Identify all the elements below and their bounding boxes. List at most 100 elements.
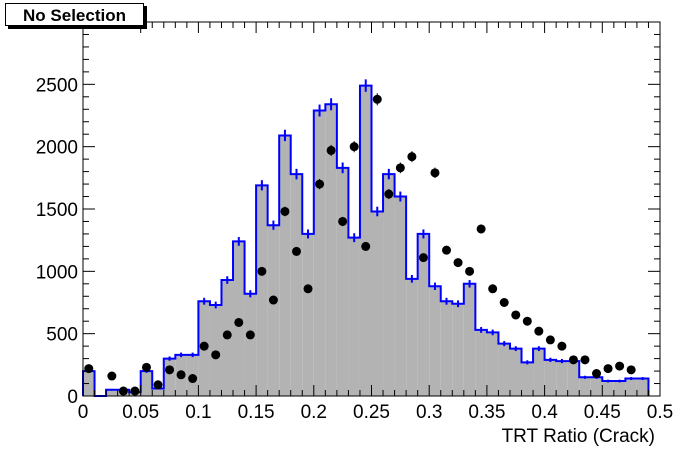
x-tick-label: 0.15 xyxy=(238,402,275,423)
histogram-bar xyxy=(383,174,395,396)
histogram-bar xyxy=(556,361,568,396)
data-point xyxy=(488,284,498,294)
data-point xyxy=(338,216,348,226)
data-point xyxy=(280,206,290,216)
data-point xyxy=(395,163,405,173)
x-tick-label: 0.35 xyxy=(468,402,505,423)
data-point xyxy=(315,179,325,189)
histogram-bar xyxy=(452,303,464,396)
x-tick-label: 0.2 xyxy=(301,402,327,423)
histogram-bar xyxy=(521,362,534,396)
histogram-bar xyxy=(544,359,557,396)
x-tick-label: 0.25 xyxy=(353,402,390,423)
data-point xyxy=(557,341,567,351)
data-point xyxy=(418,253,428,263)
histogram-bar xyxy=(140,371,153,396)
histogram-bar xyxy=(498,343,510,396)
histogram-bar xyxy=(463,283,476,396)
x-tick-label: 0.1 xyxy=(185,402,211,423)
data-point xyxy=(199,341,209,351)
y-tick-labels: 050010001500200025003000 xyxy=(36,13,78,408)
histogram-bar xyxy=(371,211,384,396)
y-tick-label: 1500 xyxy=(36,200,78,221)
data-point xyxy=(245,330,255,340)
histogram-bar xyxy=(359,85,372,396)
y-axis-ticks xyxy=(83,21,660,397)
y-tick-label: 2500 xyxy=(36,75,78,96)
histogram-bar xyxy=(244,293,257,396)
histogram-bar xyxy=(302,233,314,396)
data-point xyxy=(384,189,394,199)
y-tick-label: 0 xyxy=(67,387,78,408)
data-point xyxy=(130,386,140,396)
x-tick-labels: 0 0.05 0.1 0.15 0.2 0.25 0.3 0.35 0.4 0.45 0.5 xyxy=(78,402,674,423)
data-point xyxy=(453,258,463,268)
histogram-bar xyxy=(613,381,626,396)
histogram-bar xyxy=(325,104,337,396)
histogram-bar xyxy=(475,329,487,396)
data-point xyxy=(303,284,313,294)
data-point xyxy=(592,369,602,379)
histogram-bar xyxy=(290,174,303,396)
y-tick-label: 2000 xyxy=(36,138,78,159)
data-point xyxy=(580,355,590,365)
x-tick-label: 0.45 xyxy=(584,402,621,423)
data-point xyxy=(361,241,371,251)
x-tick-label: 0.5 xyxy=(647,402,673,423)
histogram-bar xyxy=(106,389,118,396)
x-axis-ticks xyxy=(82,22,661,396)
histogram-bar xyxy=(636,378,649,396)
histogram-bar xyxy=(509,348,522,396)
histogram-bar xyxy=(429,286,441,396)
data-point xyxy=(626,365,636,375)
histogram-bar xyxy=(313,110,326,396)
data-point xyxy=(107,371,117,381)
data-point xyxy=(291,246,301,256)
data-point xyxy=(603,364,613,374)
data-point xyxy=(118,386,128,396)
data-point xyxy=(268,295,278,305)
data-point xyxy=(442,245,452,255)
data-point xyxy=(222,330,232,340)
histogram-bar xyxy=(267,225,280,396)
data-point xyxy=(234,317,244,327)
histogram-bar xyxy=(406,278,418,396)
data-point xyxy=(211,350,221,360)
data-point xyxy=(188,374,198,384)
data-point xyxy=(326,145,336,155)
histogram-bar xyxy=(567,361,580,396)
data-point xyxy=(153,380,163,390)
data-points xyxy=(84,93,636,396)
x-tick-label: 0.05 xyxy=(122,402,159,423)
histogram-bar xyxy=(590,377,603,396)
y-tick-label: 1000 xyxy=(36,262,78,283)
mc-histogram xyxy=(82,84,650,397)
data-point xyxy=(349,142,359,152)
data-point xyxy=(84,364,94,374)
data-point xyxy=(141,362,151,372)
x-tick-label: 0.4 xyxy=(531,402,558,423)
data-point xyxy=(568,355,578,365)
stat-box-title: No Selection xyxy=(5,3,144,26)
data-point xyxy=(257,266,267,276)
histogram-bar xyxy=(533,348,545,396)
histogram-bar xyxy=(440,301,453,396)
data-point xyxy=(476,224,486,234)
data-point xyxy=(407,152,417,162)
histogram-bar xyxy=(256,185,268,396)
x-axis-title: TRT Ratio (Crack) xyxy=(502,426,655,447)
data-point xyxy=(545,335,555,345)
histogram-bar xyxy=(486,332,499,396)
histogram-bar xyxy=(336,167,349,396)
data-point xyxy=(615,361,625,371)
histogram-bar xyxy=(152,388,164,396)
histogram-bar xyxy=(602,381,614,396)
x-tick-label: 0 xyxy=(78,402,89,423)
data-point xyxy=(430,168,440,178)
data-point xyxy=(465,266,475,276)
data-point xyxy=(534,326,544,336)
data-point xyxy=(176,370,186,380)
histogram-bar xyxy=(348,237,360,396)
histogram-bar xyxy=(579,377,591,396)
